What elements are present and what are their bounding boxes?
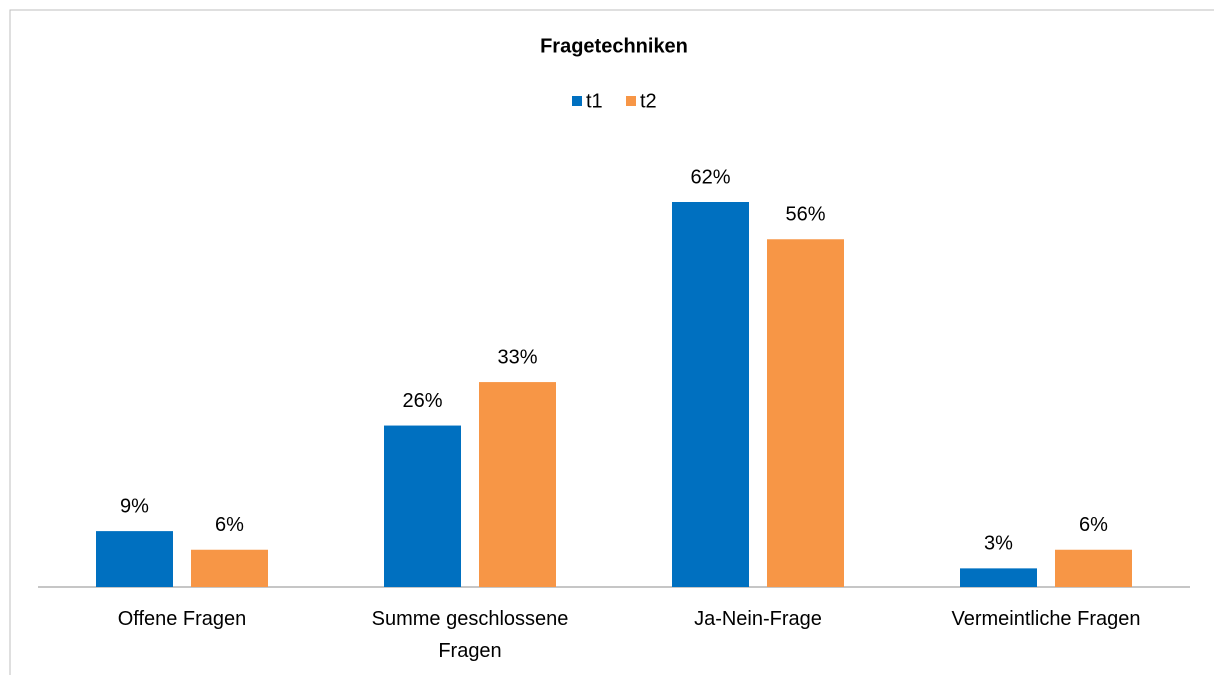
data-label: 56% xyxy=(785,204,825,226)
legend-swatch xyxy=(626,96,636,106)
legend-swatch xyxy=(572,96,582,106)
chart-frame xyxy=(9,9,1214,675)
data-label: 9% xyxy=(120,495,149,517)
bar xyxy=(1055,549,1132,587)
bar xyxy=(672,202,749,587)
bar xyxy=(96,531,173,587)
bar xyxy=(191,549,268,587)
data-label: 62% xyxy=(690,166,730,188)
bar xyxy=(479,382,556,587)
x-tick-label: Ja-Nein-Frage xyxy=(694,608,822,630)
x-tick-label: Summe geschlossene Fragen xyxy=(371,608,569,662)
data-label: 3% xyxy=(984,533,1013,555)
data-label: 26% xyxy=(402,390,442,412)
bar xyxy=(960,568,1037,587)
legend-label: t1 xyxy=(586,90,603,112)
data-label: 6% xyxy=(1079,514,1108,536)
legend-label: t2 xyxy=(640,90,657,112)
bar xyxy=(767,239,844,588)
bar xyxy=(384,425,461,587)
data-label: 33% xyxy=(497,346,537,368)
x-tick-label: Vermeintliche Fragen xyxy=(951,608,1141,630)
x-tick-label: Offene Fragen xyxy=(117,608,247,630)
data-label: 6% xyxy=(215,514,244,536)
chart-title: Fragetechniken xyxy=(540,35,688,57)
